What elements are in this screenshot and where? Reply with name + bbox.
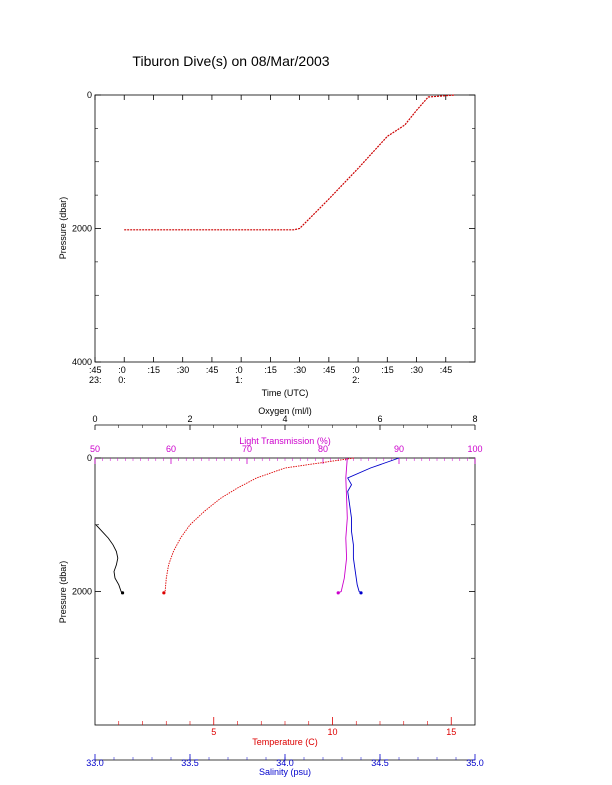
- temperature-tick-label: 10: [327, 727, 337, 737]
- depth-time-xtick-minute: :45: [323, 365, 336, 375]
- depth-time-xtick-minute: :30: [177, 365, 190, 375]
- salinity-tick-label: 34.5: [371, 758, 389, 768]
- depth-time-xtick-minute: :15: [381, 365, 394, 375]
- depth-time-chart: 020004000:4523::00::15:30:45:01::15:30:4…: [58, 90, 476, 398]
- temperature-tick-label: 15: [446, 727, 456, 737]
- depth-time-xtick-minute: :45: [440, 365, 453, 375]
- light-transmission-tick-label: 60: [166, 444, 176, 454]
- temperature-profile-line: [163, 457, 354, 594]
- temperature-tick-label: 5: [211, 727, 216, 737]
- profile-ytick-label: 2000: [72, 587, 92, 597]
- light-transmission-tick-label: 70: [242, 444, 252, 454]
- oxygen-profile-line: [95, 524, 123, 594]
- depth-time-xtick-minute: :45: [89, 365, 102, 375]
- oxygen-tick-label: 2: [187, 414, 192, 424]
- depth-time-xtick-minute: :0: [352, 365, 360, 375]
- light-transmission-tick-label: 90: [394, 444, 404, 454]
- salinity-profile-line: [347, 457, 400, 594]
- depth-time-xtick-minute: :45: [206, 365, 219, 375]
- depth-time-xtick-hour: 1:: [235, 375, 243, 385]
- profile-ytick-label: 0: [87, 453, 92, 463]
- salinity-tick-label: 33.0: [86, 758, 104, 768]
- depth-time-xtick-hour: 0:: [118, 375, 126, 385]
- oxygen-axis-label: Oxygen (ml/l): [258, 406, 312, 416]
- salinity-tick-label: 34.0: [276, 758, 294, 768]
- salinity-axis-label: Salinity (psu): [259, 767, 311, 777]
- oxygen-tick-label: 4: [282, 414, 287, 424]
- light-transmission-tick-label: 100: [467, 444, 482, 454]
- depth-time-ytick-label: 2000: [72, 224, 92, 234]
- depth-time-line: [124, 94, 456, 231]
- profile-ylabel: Pressure (dbar): [58, 561, 68, 624]
- temperature-axis-label: Temperature (C): [252, 737, 318, 747]
- light-transmission-tick-label: 50: [90, 444, 100, 454]
- depth-time-xtick-minute: :15: [147, 365, 160, 375]
- depth-time-xtick-minute: :30: [411, 365, 424, 375]
- depth-time-xtick-minute: :0: [235, 365, 243, 375]
- salinity-tick-label: 35.0: [466, 758, 484, 768]
- light-transmission-bottom-marker: [336, 591, 340, 595]
- temperature-bottom-marker: [162, 591, 166, 595]
- oxygen-tick-label: 8: [472, 414, 477, 424]
- oxygen-tick-label: 0: [92, 414, 97, 424]
- depth-time-xtick-hour: 23:: [89, 375, 102, 385]
- depth-time-ylabel: Pressure (dbar): [58, 197, 68, 260]
- depth-time-xtick-minute: :15: [264, 365, 277, 375]
- depth-time-ytick-label: 0: [87, 90, 92, 100]
- oxygen-bottom-marker: [120, 591, 125, 595]
- light-transmission-tick-label: 80: [318, 444, 328, 454]
- depth-time-frame: [94, 94, 476, 363]
- light-transmission-profile-line: [338, 457, 348, 594]
- salinity-tick-label: 33.5: [181, 758, 199, 768]
- page-title: Tiburon Dive(s) on 08/Mar/2003: [132, 53, 329, 69]
- salinity-bottom-marker: [359, 591, 363, 595]
- depth-time-xtick-minute: :30: [294, 365, 307, 375]
- profile-frame: [94, 457, 476, 726]
- depth-time-xtick-hour: 2:: [352, 375, 360, 385]
- depth-time-xtick-minute: :0: [118, 365, 126, 375]
- depth-time-xlabel: Time (UTC): [262, 388, 309, 398]
- light-transmission-axis-label: Light Transmission (%): [239, 436, 331, 446]
- oxygen-tick-label: 6: [377, 414, 382, 424]
- depth-time-ytick-label: 4000: [72, 357, 92, 367]
